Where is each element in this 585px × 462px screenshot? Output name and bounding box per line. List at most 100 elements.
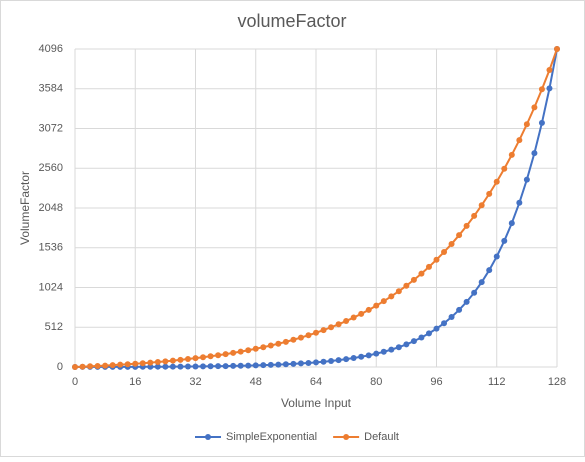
data-point — [313, 359, 319, 366]
data-point — [124, 361, 131, 368]
data-point — [531, 150, 538, 157]
data-point — [260, 344, 267, 351]
data-point — [516, 137, 523, 144]
data-point — [147, 363, 154, 370]
data-point — [260, 362, 267, 369]
y-tick-label: 2560 — [39, 162, 63, 174]
x-axis-label: Volume Input — [281, 396, 352, 410]
legend-marker — [343, 434, 350, 440]
data-point — [154, 358, 161, 365]
data-point — [169, 363, 176, 370]
data-point — [215, 352, 222, 359]
data-point — [192, 355, 199, 362]
data-point — [343, 356, 350, 363]
y-tick-label: 512 — [45, 321, 63, 333]
data-point — [267, 342, 274, 349]
x-tick-label: 0 — [72, 376, 78, 388]
data-point — [305, 359, 312, 366]
data-point — [486, 190, 493, 197]
data-point — [177, 363, 184, 370]
data-point — [290, 360, 297, 367]
data-point — [230, 349, 237, 356]
data-point — [200, 363, 207, 370]
data-point — [320, 358, 327, 365]
data-point — [463, 222, 470, 229]
data-point — [237, 362, 244, 369]
data-point — [463, 298, 470, 305]
y-axis-label: VolumeFactor — [18, 171, 32, 245]
data-point — [139, 360, 146, 367]
data-point — [538, 86, 545, 93]
y-tick-label: 3072 — [39, 122, 63, 134]
data-point — [335, 321, 342, 328]
data-point — [328, 357, 335, 364]
data-point — [350, 314, 357, 321]
data-point — [117, 361, 124, 368]
data-point — [230, 362, 237, 369]
data-point — [252, 362, 259, 369]
data-point — [87, 363, 94, 370]
data-point — [471, 212, 478, 219]
data-point — [373, 302, 380, 309]
data-point — [456, 306, 463, 313]
data-point — [403, 341, 410, 348]
data-point — [305, 332, 312, 339]
y-tick-label: 1536 — [39, 242, 63, 254]
data-point — [343, 318, 350, 325]
data-point — [335, 357, 342, 364]
data-point — [282, 338, 289, 345]
data-point — [395, 288, 402, 295]
data-point — [538, 119, 545, 126]
data-point — [358, 353, 365, 360]
data-point — [207, 363, 214, 370]
data-point — [501, 165, 508, 172]
data-point — [456, 232, 463, 239]
data-point — [215, 363, 222, 370]
data-point — [486, 267, 493, 274]
data-point — [147, 359, 154, 366]
data-point — [350, 354, 357, 361]
y-tick-label: 1024 — [39, 281, 63, 293]
x-tick-label: 80 — [370, 376, 382, 388]
data-point — [433, 325, 440, 332]
data-point — [328, 324, 335, 331]
x-tick-label: 32 — [189, 376, 201, 388]
data-point — [478, 279, 485, 286]
data-point — [245, 347, 252, 354]
data-point — [410, 338, 417, 345]
data-point — [471, 289, 478, 296]
data-point — [162, 358, 169, 365]
data-point — [162, 363, 169, 370]
x-tick-label: 64 — [310, 376, 322, 388]
data-point — [72, 364, 78, 370]
data-point — [493, 253, 500, 260]
data-point — [380, 348, 387, 355]
data-point — [184, 356, 191, 363]
data-point — [154, 363, 161, 370]
data-point — [388, 346, 395, 353]
data-point — [132, 360, 139, 367]
data-point — [523, 176, 530, 183]
data-point — [237, 348, 244, 355]
data-point — [508, 151, 515, 158]
data-point — [200, 354, 207, 361]
data-point — [177, 356, 184, 363]
data-point — [192, 363, 199, 370]
y-tick-label: 4096 — [39, 43, 63, 55]
data-point — [94, 362, 101, 369]
data-point — [245, 362, 252, 369]
data-point — [109, 362, 116, 369]
data-point — [275, 340, 282, 347]
legend-marker — [205, 434, 211, 440]
data-point — [297, 334, 304, 341]
y-tick-label: 0 — [57, 361, 63, 373]
data-point — [282, 361, 289, 368]
data-point — [516, 199, 523, 206]
x-tick-label: 128 — [548, 376, 566, 388]
data-point — [448, 314, 455, 321]
data-point — [388, 293, 395, 300]
data-point — [546, 85, 553, 92]
data-point — [448, 240, 455, 247]
data-point — [395, 344, 402, 351]
